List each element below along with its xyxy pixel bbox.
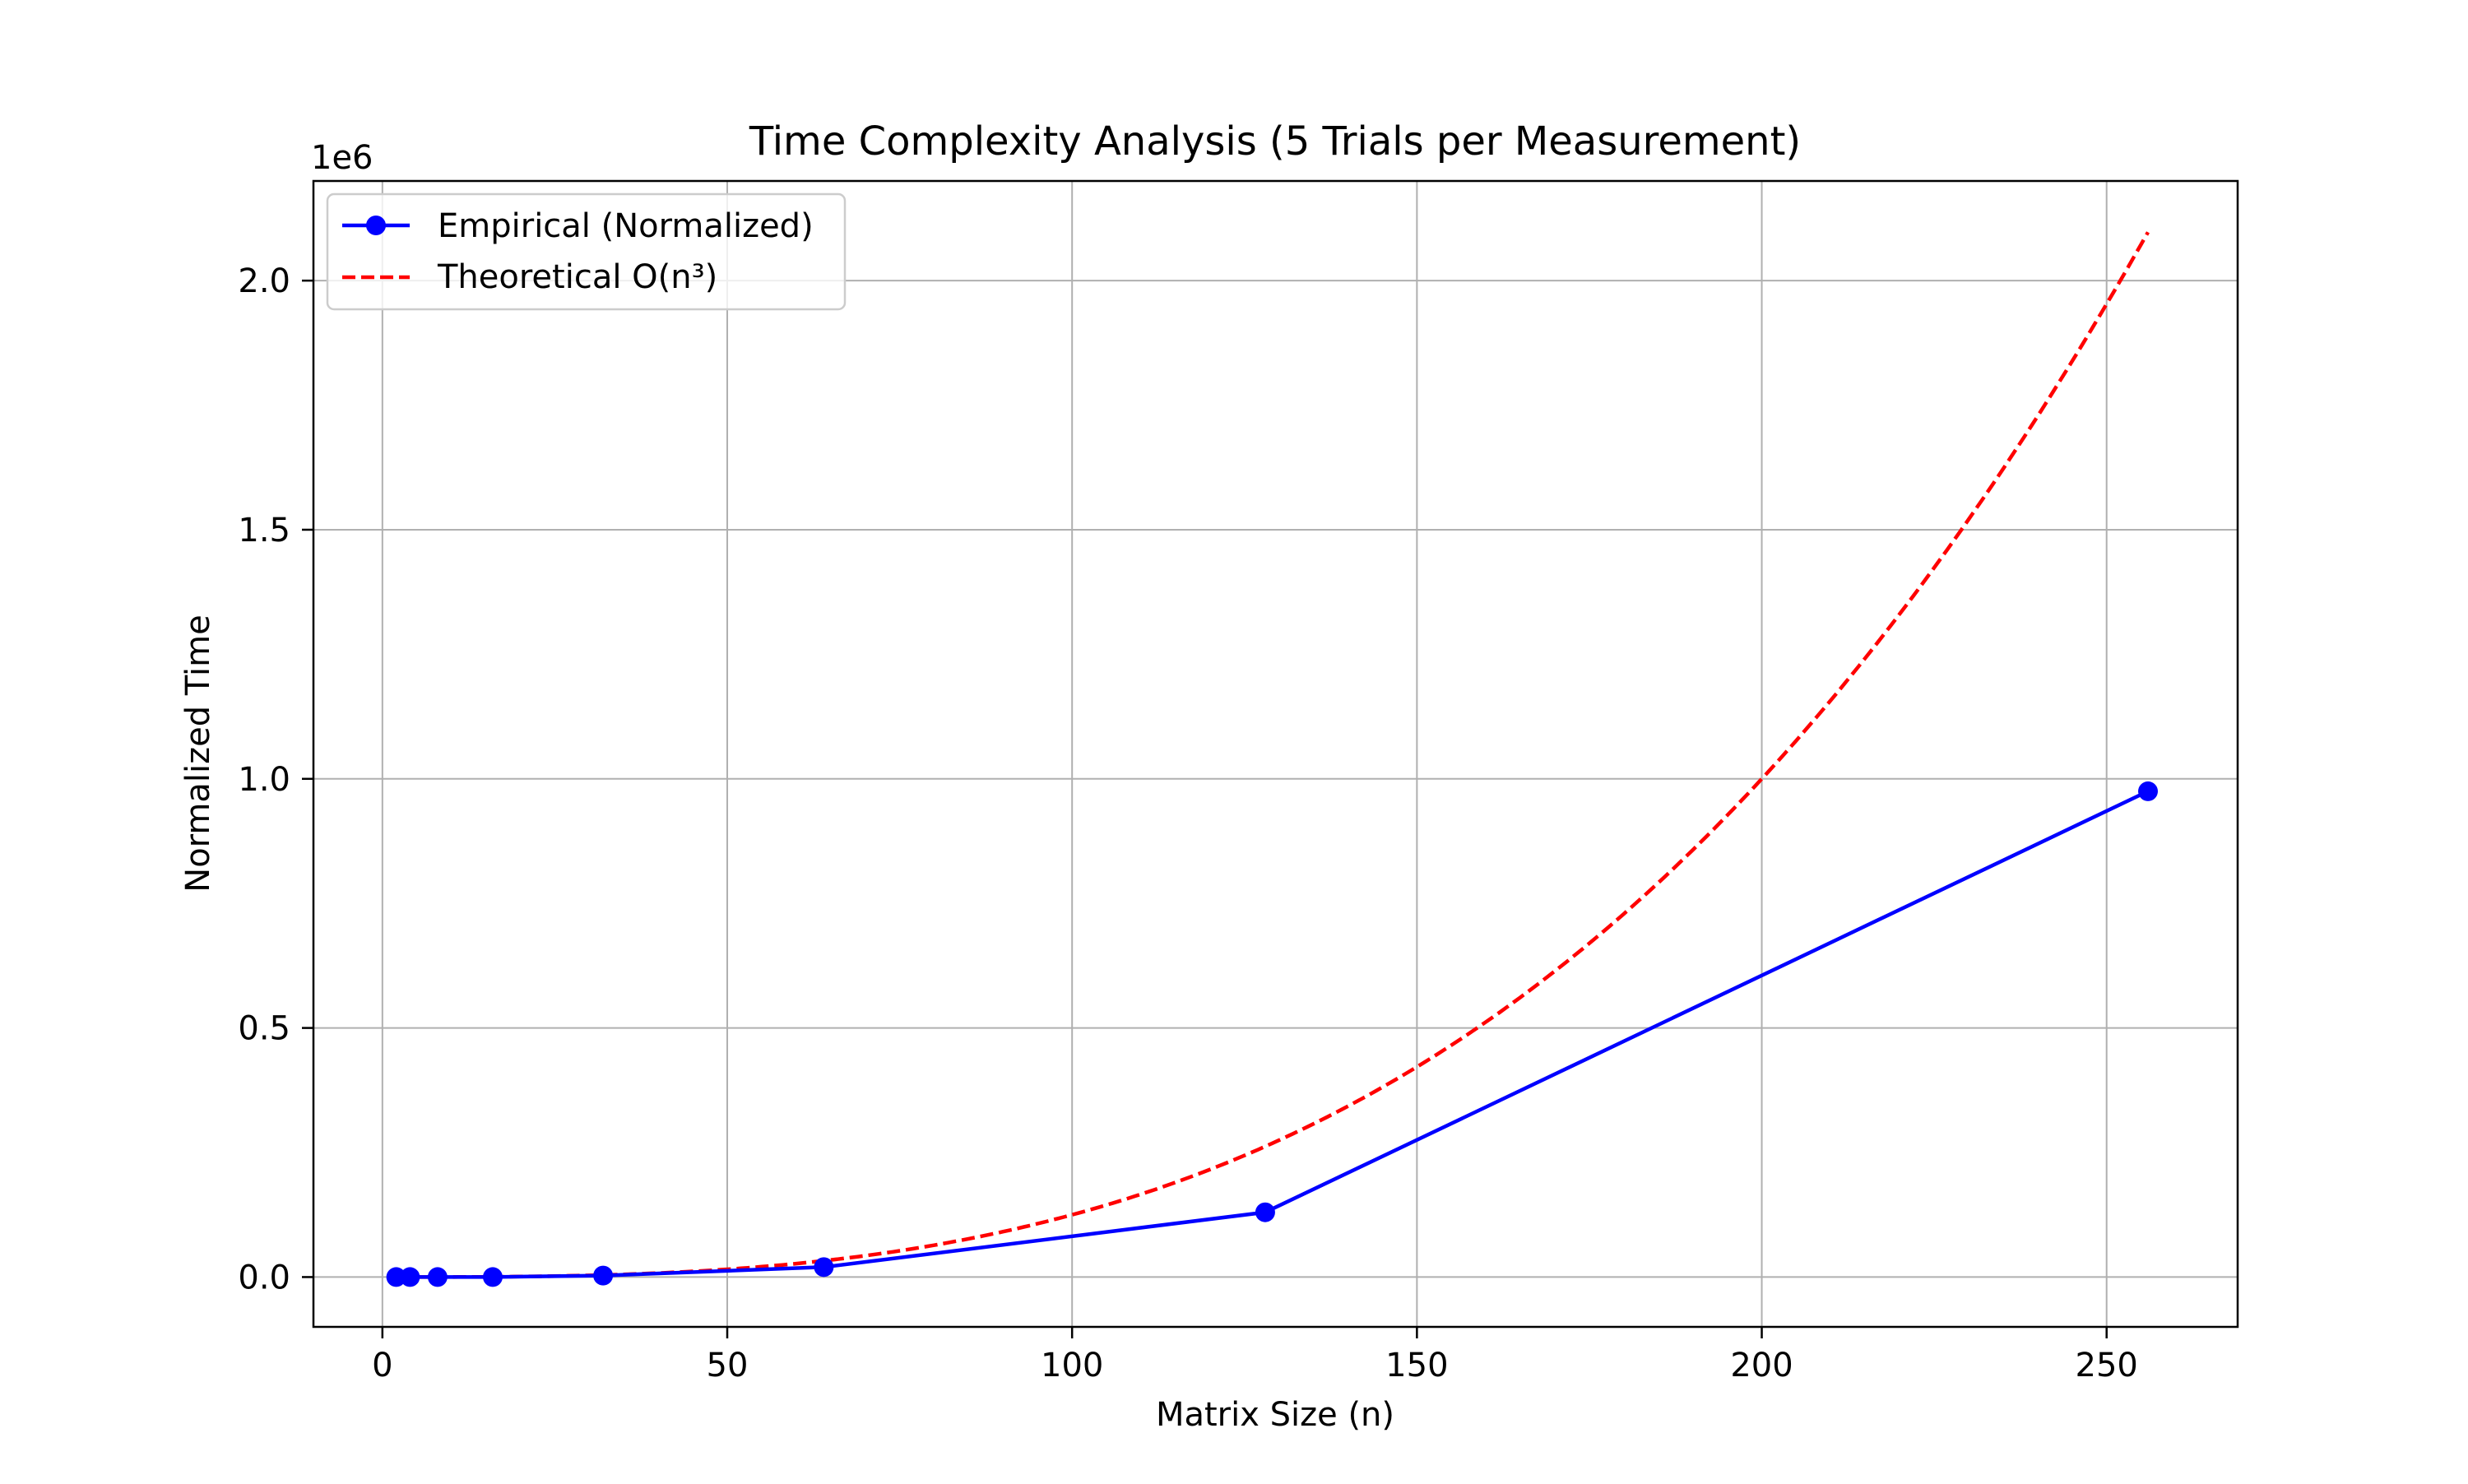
empirical-data-point [1255,1202,1275,1222]
x-axis-ticks: 0 50 100 150 200 250 [372,1327,2138,1384]
grid-lines [313,181,2238,1327]
x-tick-label: 100 [1041,1347,1103,1384]
y-tick-label: 0.0 [238,1259,290,1296]
x-axis-label: Matrix Size (n) [1156,1396,1394,1434]
empirical-data-point [400,1267,420,1287]
legend-label-theoretical: Theoretical O(n³) [437,258,717,296]
x-tick-label: 50 [707,1347,749,1384]
plot-frame [312,179,2239,1329]
y-tick-label: 0.5 [238,1010,290,1048]
x-tick-label: 150 [1385,1347,1448,1384]
empirical-data-point [386,1267,406,1287]
x-tick-label: 250 [2076,1347,2138,1384]
x-tick-label: 200 [1730,1347,1793,1384]
empirical-data-point [814,1257,834,1278]
legend-label-empirical: Empirical (Normalized) [438,207,814,245]
series-layer [386,231,2159,1287]
x-tick-label: 0 [372,1347,392,1384]
y-tick-label: 1.5 [238,512,290,550]
chart-title: Time Complexity Analysis (5 Trials per M… [749,118,1801,165]
y-axis-label: Normalized Time [179,614,217,892]
y-tick-label: 2.0 [238,262,290,300]
legend-marker-empirical [366,216,386,235]
legend: Empirical (Normalized) Theoretical O(n³) [326,192,847,311]
empirical-data-point [593,1265,614,1286]
empirical-data-point [2138,781,2159,801]
y-tick-label: 1.0 [238,761,290,799]
y-axis-ticks: 0.0 0.5 1.0 1.5 2.0 [238,262,313,1296]
empirical-data-point [482,1267,503,1287]
y-axis-offset-label: 1e6 [311,139,373,177]
legend-box [326,192,847,311]
empirical-data-point [427,1267,448,1287]
